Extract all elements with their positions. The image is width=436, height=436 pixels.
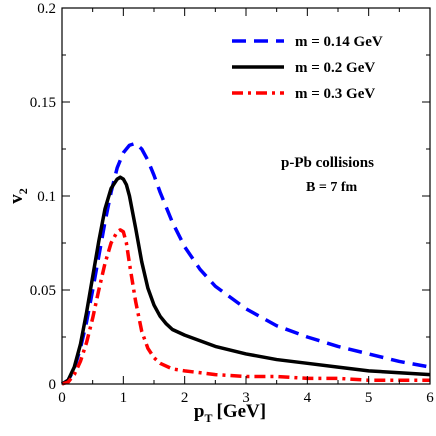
series-line-1	[61, 175, 431, 386]
y-tick-label: 0	[49, 377, 57, 393]
x-axis-title-main: p	[194, 401, 205, 422]
y-tick-label: 0.2	[37, 1, 56, 17]
y-tick-label: 0.15	[30, 95, 56, 111]
y-axis-title-main: v	[6, 194, 27, 204]
axes: 0 1 2 3 4 5 6 0 0.05 0.1 0.15 0.2	[30, 1, 435, 406]
x-tick-label: 2	[181, 390, 189, 406]
x-tick-label: 5	[365, 390, 373, 406]
x-axis-title-unit: [GeV]	[217, 401, 267, 422]
legend: m = 0.14 GeV m = 0.2 GeV m = 0.3 GeV	[232, 34, 383, 102]
y-tick-label: 0.05	[30, 283, 56, 299]
series-line-2	[61, 228, 430, 386]
x-axis-title-sub: T	[204, 411, 212, 425]
x-tick-label: 6	[426, 390, 434, 406]
y-tick-label: 0.1	[37, 189, 56, 205]
plot-area	[61, 141, 431, 386]
x-tick-label: 1	[120, 390, 128, 406]
series-line-0	[61, 141, 431, 386]
y-axis-title: v2	[6, 188, 30, 204]
x-tick-label: 4	[304, 390, 312, 406]
annotation-impact-parameter: B = 7 fm	[306, 180, 357, 195]
x-axis-title: pT [GeV]	[194, 401, 266, 425]
legend-label-2: m = 0.3 GeV	[295, 86, 375, 102]
legend-label-1: m = 0.2 GeV	[295, 60, 375, 76]
x-tick-label: 0	[58, 390, 66, 406]
y-axis-title-sub: 2	[16, 188, 30, 194]
annotation-collisions: p-Pb collisions	[281, 155, 374, 171]
x-tick-label: 3	[242, 390, 250, 406]
legend-label-0: m = 0.14 GeV	[295, 34, 383, 50]
